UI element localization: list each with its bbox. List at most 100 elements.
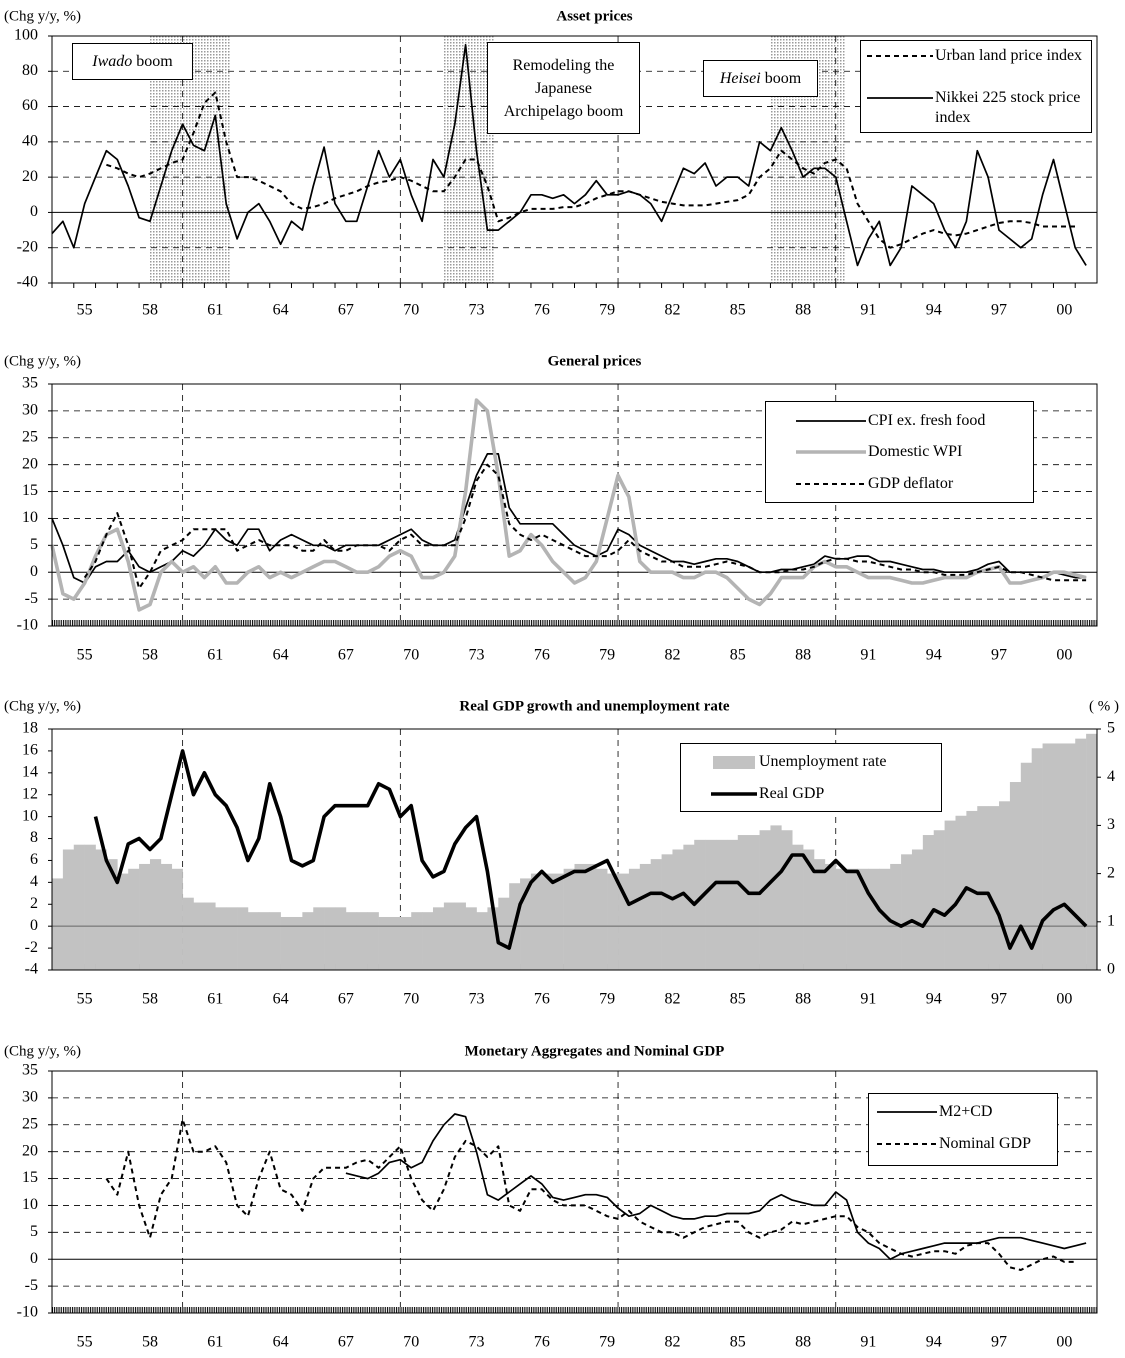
y2-tick-label: 4 [1107,768,1115,785]
legend-label: Nikkei 225 stock price index [935,89,1081,126]
y-tick-label: 35 [22,1062,38,1079]
legend-entry: M2+CD [877,1102,992,1122]
annotation-em: Iwado [92,53,133,70]
bar [498,897,510,970]
x-tick-label: 97 [991,1334,1007,1351]
y-axis-label: (Chg y/y, %) [4,1043,81,1059]
y-axis-label: (Chg y/y, %) [4,353,81,369]
bar [977,806,989,970]
legend-swatch [796,450,866,454]
legend-entry: Domestic WPI [796,442,962,462]
bar [748,835,760,970]
bar [759,830,771,970]
x-tick-label: 00 [1056,647,1072,664]
bar [999,801,1011,970]
x-tick-label: 55 [77,647,93,664]
bar [988,806,1000,970]
x-tick-label: 70 [403,991,419,1008]
legend-swatch [796,420,866,422]
x-tick-label: 85 [730,1334,746,1351]
bar [139,863,151,970]
x-tick-label: 76 [534,647,550,664]
bar [1075,738,1087,970]
x-tick-label: 73 [469,647,485,664]
x-tick-label: 85 [730,991,746,1008]
y-tick-label: 8 [30,829,38,846]
y-axis-label: (Chg y/y, %) [4,8,81,24]
legend-entry: Nikkei 225 stock price index [867,88,1087,128]
bar [824,863,837,970]
y-tick-label: -40 [17,274,38,291]
bar [813,859,826,970]
bar [1042,743,1054,970]
annotation-text: boom [136,53,173,70]
series-line [106,91,1076,249]
y-tick-label: 2 [30,895,38,912]
y-tick-label: 30 [22,1089,38,1106]
y-tick-label: 80 [22,62,38,79]
y-tick-label: -4 [25,961,38,978]
bar [454,902,466,970]
annotation-line: Japanese [535,79,592,97]
y2-tick-label: 2 [1107,864,1115,881]
legend-label: CPI ex. fresh food [868,412,986,429]
legend-label: Nominal GDP [939,1135,1031,1152]
x-tick-label: 94 [926,1334,942,1351]
bar [422,912,434,970]
x-tick-label: 76 [534,1334,550,1351]
bar [258,912,271,970]
bar [530,873,543,970]
x-tick-label: 67 [338,991,354,1008]
bar [846,868,858,970]
y-tick-label: 15 [22,1169,38,1186]
x-tick-label: 64 [273,647,289,664]
x-tick-label: 67 [338,647,354,664]
y-tick-label: 20 [22,1142,38,1159]
series-line [50,398,1087,612]
x-tick-label: 00 [1056,302,1072,319]
bar [335,907,347,970]
annotation-row: Iwado boom [73,50,192,73]
bar [1053,743,1065,970]
x-tick-label: 58 [142,302,158,319]
legend-entry: Nominal GDP [877,1134,1031,1154]
x-tick-label: 82 [664,647,680,664]
legend-label: GDP deflator [868,475,954,492]
x-tick-label: 88 [795,991,811,1008]
annotation: Heisei boom [703,60,818,97]
bar [770,825,782,970]
bar [716,839,728,970]
bar [411,912,423,970]
bar [62,849,75,970]
plot-frame [51,1070,1098,1314]
x-tick-label: 91 [860,647,876,664]
legend-label: Domestic WPI [868,443,963,460]
bar [1064,743,1076,970]
y-tick-label: 25 [22,1115,38,1132]
bar [215,907,227,970]
x-tick-label: 79 [599,302,615,319]
bar [356,912,368,970]
bar [128,868,140,970]
x-tick-label: 55 [77,991,93,1008]
bar [476,912,488,970]
x-tick-label: 97 [991,302,1007,319]
x-tick-label: 58 [142,991,158,1008]
legend: CPI ex. fresh food Domestic WPI GDP deflat… [765,401,1034,503]
y-tick-label: 18 [22,720,38,737]
legend-swatch [877,1143,937,1145]
x-tick-label: 61 [207,1334,223,1351]
bar [226,907,238,970]
bar [541,873,554,970]
bar [552,873,564,970]
bar [345,912,358,970]
bar [1009,782,1022,970]
x-tick-label: 88 [795,302,811,319]
plot-frame [51,383,1098,627]
x-tick-label: 73 [469,302,485,319]
bar [944,820,956,970]
y-tick-label: 0 [30,917,38,934]
legend-swatch [867,97,933,99]
annotation-text: boom [764,70,802,87]
